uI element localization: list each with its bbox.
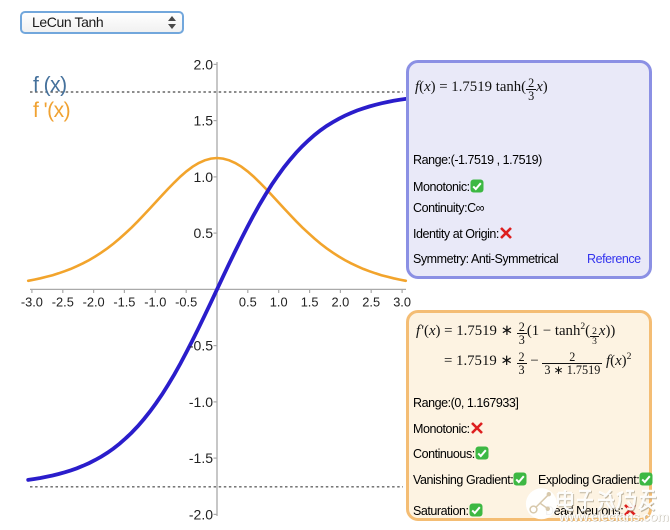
svg-text:2.5: 2.5 xyxy=(362,294,380,309)
svg-text:-1.5: -1.5 xyxy=(113,294,135,309)
svg-text:-3.0: -3.0 xyxy=(21,294,43,309)
svg-text:-0.5: -0.5 xyxy=(189,338,213,354)
svg-text:f (x): f (x) xyxy=(33,74,67,97)
svg-text:-1.0: -1.0 xyxy=(144,294,166,309)
svg-text:1.5: 1.5 xyxy=(194,113,214,129)
svg-text:0.5: 0.5 xyxy=(194,225,214,241)
svg-text:-2.0: -2.0 xyxy=(83,294,105,309)
svg-text:www.elecfans.com: www.elecfans.com xyxy=(559,510,669,525)
svg-text:-1.5: -1.5 xyxy=(189,450,213,466)
svg-text:1.0: 1.0 xyxy=(270,294,288,309)
svg-text:3.0: 3.0 xyxy=(393,294,411,309)
svg-text:-2.0: -2.0 xyxy=(189,507,213,523)
svg-text:1.0: 1.0 xyxy=(194,169,214,185)
svg-text:-2.5: -2.5 xyxy=(52,294,74,309)
svg-text:0.5: 0.5 xyxy=(239,294,257,309)
svg-text:1.5: 1.5 xyxy=(301,294,319,309)
svg-text:www.elecfans.com: www.elecfans.com xyxy=(558,509,668,524)
svg-text:-0.5: -0.5 xyxy=(175,294,197,309)
svg-text:2.0: 2.0 xyxy=(194,57,214,73)
svg-text:f '(x): f '(x) xyxy=(33,99,70,122)
svg-text:-1.0: -1.0 xyxy=(189,394,213,410)
svg-text:2.0: 2.0 xyxy=(332,294,350,309)
